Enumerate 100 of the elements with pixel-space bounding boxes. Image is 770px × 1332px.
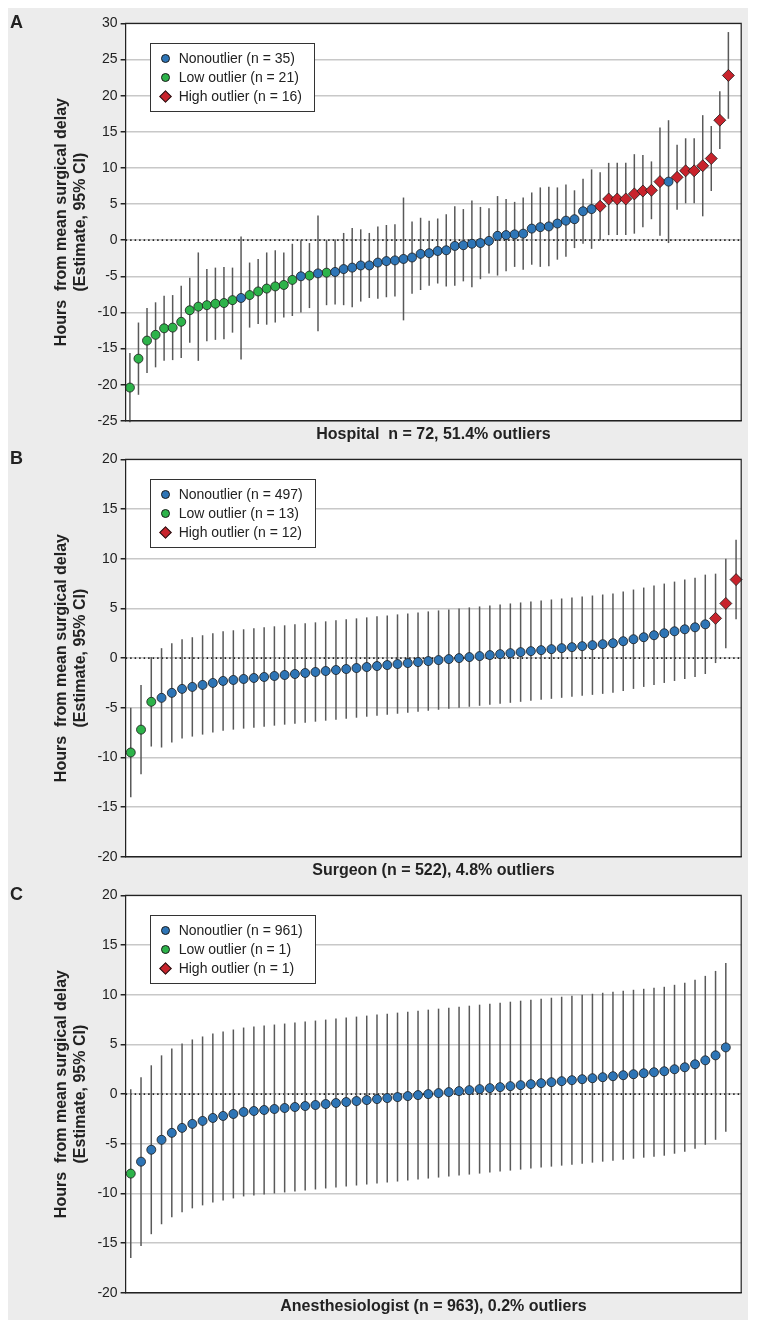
point <box>156 1134 167 1145</box>
y-tick-label: 15 <box>102 499 118 516</box>
point <box>423 656 434 666</box>
point <box>525 646 536 657</box>
point <box>721 69 735 82</box>
point <box>207 678 218 688</box>
point <box>382 1093 393 1103</box>
point <box>338 264 349 274</box>
point <box>133 353 144 364</box>
point <box>577 1074 588 1085</box>
point <box>238 674 249 684</box>
point <box>261 283 272 294</box>
point <box>125 747 136 758</box>
point <box>454 653 464 663</box>
point <box>382 660 393 670</box>
point <box>729 573 743 587</box>
point <box>495 649 505 660</box>
point <box>321 267 332 278</box>
point <box>700 619 711 630</box>
point <box>330 267 340 277</box>
y-tick-label: -25 <box>97 411 118 428</box>
point <box>347 262 358 273</box>
point <box>710 1050 721 1061</box>
point <box>432 246 443 256</box>
point <box>290 669 300 679</box>
x-axis-title: Hospital n = 72, 51.4% outliers <box>316 424 551 442</box>
point <box>474 651 485 662</box>
point <box>474 1084 485 1095</box>
point <box>259 672 270 682</box>
point <box>719 597 733 610</box>
point <box>484 650 495 661</box>
y-tick-label: 10 <box>102 985 118 1002</box>
point <box>187 682 198 692</box>
point <box>687 164 701 178</box>
legend-label: Nonoutlier (n = 961) <box>178 921 303 941</box>
point <box>433 655 444 665</box>
point <box>331 665 341 675</box>
point <box>577 641 588 652</box>
point <box>619 192 633 206</box>
point <box>392 1092 403 1102</box>
point <box>197 680 208 690</box>
point <box>415 248 426 259</box>
chart-title: A <box>10 12 23 33</box>
point <box>501 230 511 241</box>
point <box>142 335 152 346</box>
point <box>320 1099 331 1109</box>
point <box>210 298 221 309</box>
point <box>649 630 659 641</box>
point <box>424 248 435 259</box>
y-tick-label: 5 <box>109 599 118 616</box>
point <box>709 611 722 625</box>
point <box>505 648 516 659</box>
point <box>567 1075 577 1086</box>
point <box>364 260 375 271</box>
point <box>201 300 212 311</box>
point <box>679 1062 690 1073</box>
point <box>167 322 178 333</box>
point <box>679 624 690 635</box>
legend-label: High outlier (n = 1) <box>178 959 295 979</box>
x-axis-title: Anesthesiologist (n = 963), 0.2% outliers <box>280 1296 587 1314</box>
point <box>278 280 289 290</box>
point <box>381 256 392 267</box>
point <box>392 659 403 669</box>
point <box>270 281 281 292</box>
point <box>279 670 290 680</box>
y-tick-label: -10 <box>97 1184 118 1201</box>
point <box>618 1070 629 1081</box>
y-tick-label: -20 <box>97 1283 118 1300</box>
point <box>669 1064 680 1075</box>
point <box>355 260 366 271</box>
y-axis-title: Hours from mean surgical delay (Estimate, 95% CI) <box>52 969 89 1219</box>
point <box>492 230 503 241</box>
point <box>556 643 567 654</box>
point <box>207 1113 218 1123</box>
y-tick-label: -15 <box>97 797 118 814</box>
point <box>159 323 170 334</box>
point <box>166 1127 177 1138</box>
point <box>649 1067 659 1078</box>
point <box>351 663 362 673</box>
point <box>505 1081 516 1092</box>
point <box>300 1101 311 1111</box>
point <box>304 270 315 281</box>
point <box>310 1100 321 1110</box>
point <box>219 298 229 308</box>
point <box>238 1107 249 1117</box>
point <box>187 1119 198 1129</box>
point <box>552 218 563 229</box>
point <box>443 654 454 664</box>
point <box>197 1116 208 1126</box>
y-tick-label: -5 <box>105 698 118 715</box>
y-axis-title: Hours from mean surgical delay (Estimate, 95% CI) <box>52 97 89 347</box>
point <box>556 1076 567 1087</box>
point <box>150 329 161 340</box>
point <box>372 1094 382 1104</box>
point <box>670 170 684 184</box>
point <box>441 245 452 256</box>
point <box>279 1103 290 1113</box>
legend-label: High outlier (n = 16) <box>178 87 302 107</box>
point <box>253 286 264 297</box>
point <box>146 696 157 707</box>
